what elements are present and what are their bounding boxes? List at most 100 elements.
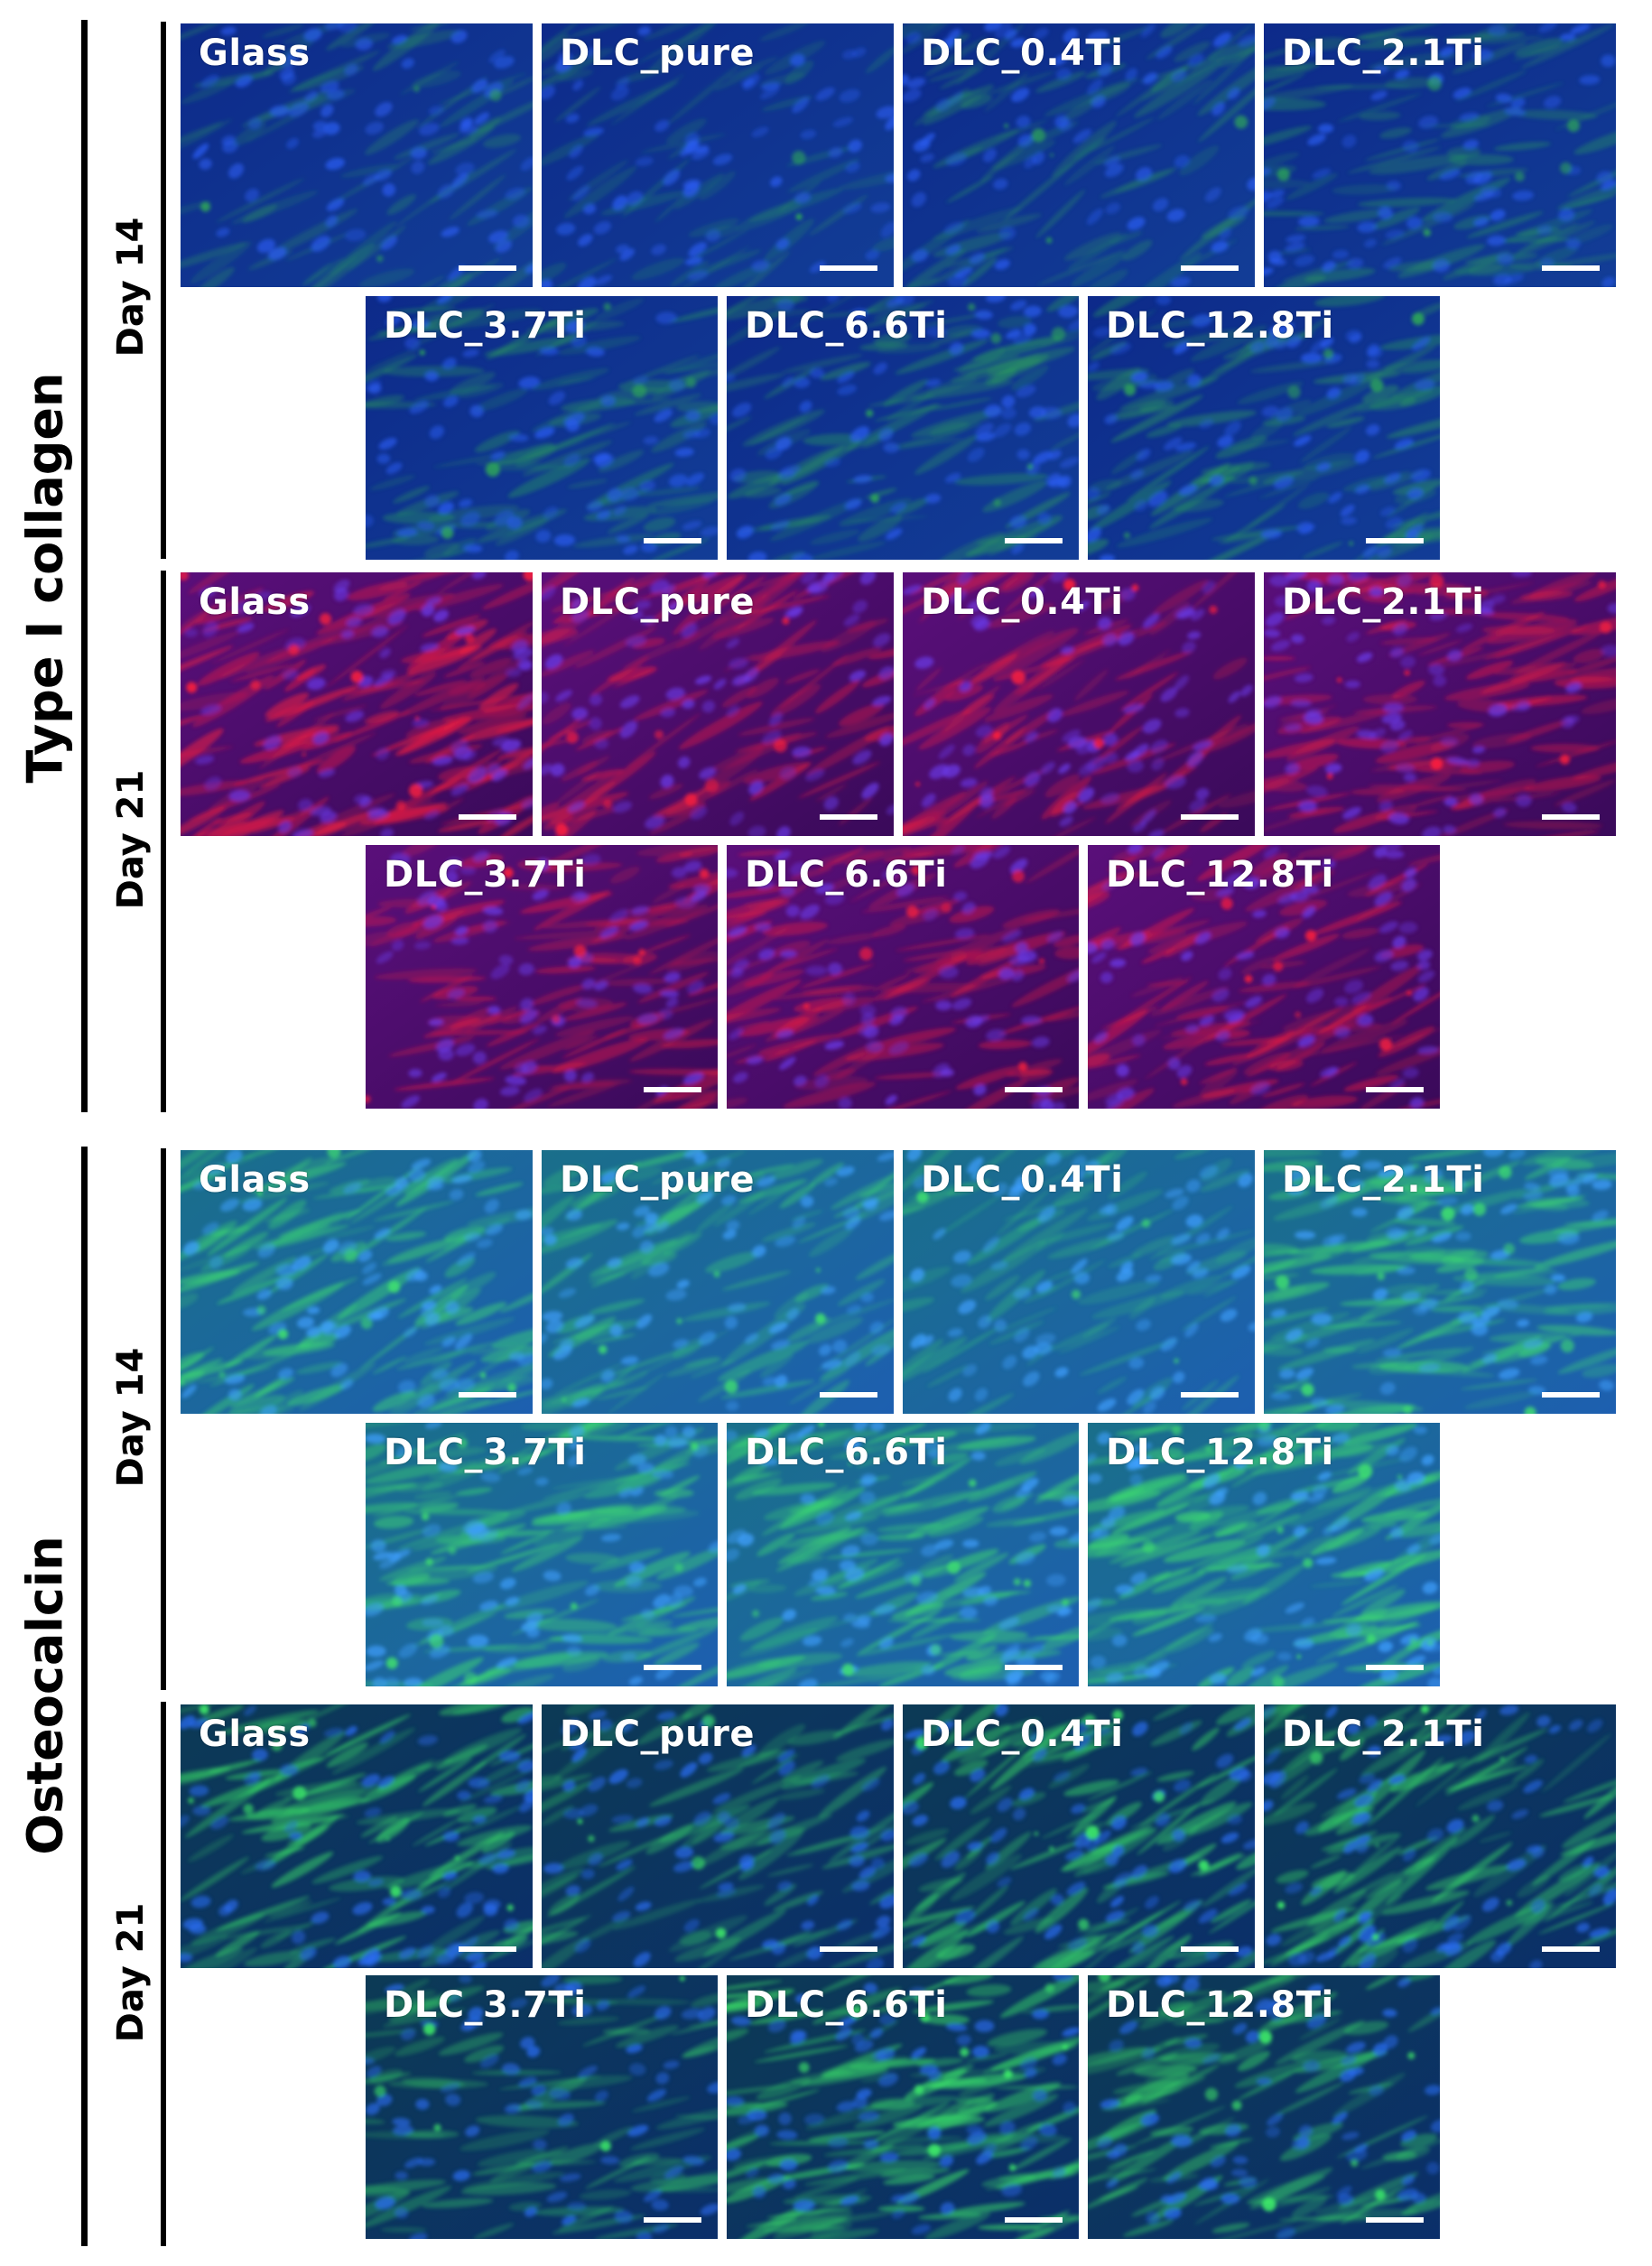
cell-nucleus [1145, 1274, 1162, 1283]
stain-fiber [1288, 753, 1339, 771]
stain-fiber [603, 1510, 700, 1524]
stain-fiber [1352, 883, 1422, 923]
stain-fiber [628, 1150, 721, 1171]
cell-nucleus [1601, 54, 1616, 68]
cell-nucleus [983, 1595, 998, 1606]
stain-fiber [473, 388, 528, 413]
panel-label: DLC_0.4Ti [921, 581, 1124, 623]
stain-fiber [1072, 136, 1107, 162]
stain-fiber [832, 647, 882, 666]
cell-nucleus [550, 763, 565, 776]
cell-nucleus [1049, 1526, 1068, 1537]
cell-nucleus [1011, 88, 1030, 103]
stain-fiber [369, 475, 416, 491]
cell-nucleus [1392, 935, 1406, 949]
stain-fiber [930, 397, 992, 411]
cell-nucleus [1274, 927, 1290, 939]
cell-nucleus [1596, 171, 1613, 184]
cell-nucleus [793, 2199, 815, 2212]
stain-fiber [181, 122, 224, 153]
stain-fiber [1571, 1926, 1616, 1950]
cell-nucleus [879, 2152, 899, 2163]
cell-nucleus [1303, 2060, 1321, 2072]
stain-spot [1124, 384, 1137, 396]
stain-fiber [1489, 1333, 1566, 1343]
stain-spot [489, 88, 502, 101]
cell-nucleus [1523, 1191, 1543, 1200]
stain-fiber [1365, 1975, 1400, 1990]
cell-nucleus [291, 1723, 310, 1738]
cell-nucleus [1411, 469, 1431, 481]
stain-fiber [736, 1020, 770, 1030]
stain-fiber [1160, 980, 1210, 1011]
cell-nucleus [797, 1425, 815, 1437]
cell-nucleus [949, 589, 967, 604]
cell-nucleus [903, 74, 910, 86]
cell-nucleus [1368, 874, 1387, 890]
stain-fiber [1149, 1205, 1233, 1260]
stain-fiber [543, 308, 599, 328]
cell-nucleus [1265, 336, 1279, 348]
cell-nucleus [571, 598, 586, 612]
cell-nucleus [654, 1434, 667, 1446]
stain-fiber [883, 379, 929, 407]
stain-fiber [1316, 1483, 1406, 1509]
stain-fiber [292, 1704, 372, 1727]
cell-nucleus [790, 861, 806, 876]
cell-nucleus [1088, 1473, 1102, 1484]
cell-nucleus [1378, 801, 1393, 812]
stain-fiber [845, 403, 939, 451]
stain-fiber [903, 1838, 947, 1889]
stain-fiber [1392, 478, 1440, 495]
cell-nucleus [1285, 1602, 1305, 1614]
micrograph-panel: Glass [181, 23, 533, 287]
stain-fiber [1201, 215, 1247, 239]
cell-nucleus [1058, 763, 1071, 775]
cell-nucleus [771, 520, 789, 531]
stain-fiber [901, 845, 994, 857]
cell-nucleus [1110, 1896, 1124, 1908]
stain-fiber [265, 1208, 311, 1223]
cell-nucleus [449, 1992, 461, 2002]
stain-fiber [1336, 1423, 1401, 1446]
cell-nucleus [1395, 1479, 1412, 1491]
cell-nucleus [1377, 545, 1392, 558]
stain-fiber [1219, 1550, 1300, 1565]
stain-fiber [366, 906, 392, 920]
cell-nucleus [1032, 2009, 1049, 2020]
stain-fiber [926, 1634, 997, 1674]
cell-nucleus [1152, 198, 1169, 212]
stain-fiber [1273, 1286, 1307, 1298]
cell-nucleus [967, 1156, 984, 1174]
stain-fiber [195, 608, 245, 625]
cell-nucleus [1362, 1160, 1383, 1170]
cell-nucleus [685, 256, 703, 265]
stain-spot [691, 1856, 705, 1870]
cell-nucleus [1227, 1014, 1243, 1024]
stain-fiber [364, 119, 419, 155]
cell-nucleus [583, 203, 597, 215]
micrograph-image [181, 23, 533, 287]
cell-nucleus [1266, 1934, 1282, 1946]
cell-nucleus [1155, 46, 1173, 59]
stain-fiber [1211, 1899, 1252, 1924]
stain-fiber [1107, 2150, 1156, 2169]
cell-nucleus [477, 1239, 493, 1249]
cell-nucleus [307, 1306, 320, 1314]
stain-fiber [721, 1304, 806, 1366]
stain-fiber [672, 1338, 704, 1360]
cell-nucleus [556, 222, 576, 236]
stain-fiber [668, 303, 718, 323]
stain-spot [1326, 773, 1333, 780]
stain-fiber [1240, 957, 1275, 974]
stain-fiber [1151, 1571, 1206, 1593]
cell-nucleus [1388, 1774, 1406, 1785]
cell-nucleus [785, 1432, 803, 1443]
stain-fiber [1261, 1082, 1305, 1098]
stain-spot [1231, 2100, 1242, 2111]
stain-fiber [459, 2129, 550, 2151]
cell-nucleus [616, 1222, 630, 1231]
cell-nucleus [1389, 647, 1405, 658]
cell-nucleus [544, 654, 563, 670]
stain-fiber [1035, 71, 1087, 93]
